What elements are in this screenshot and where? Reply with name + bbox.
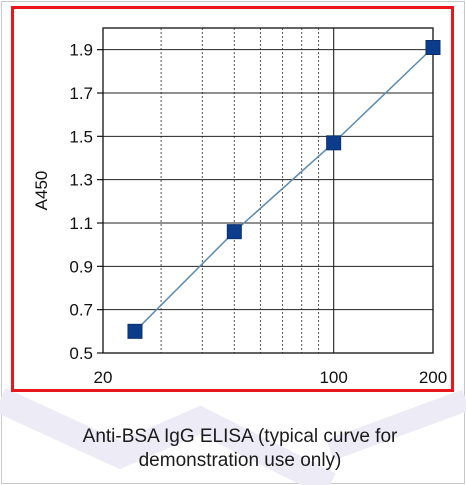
y-axis-label: A450 — [32, 171, 51, 211]
plot-border — [102, 27, 434, 354]
x-tick-label: 200 — [419, 368, 447, 387]
data-point — [425, 40, 441, 55]
data-point — [326, 135, 342, 151]
fit-line — [134, 46, 434, 332]
y-tick-label: 1.7 — [69, 84, 93, 103]
plot-area — [103, 28, 433, 353]
y-tick-label: 1.1 — [69, 214, 93, 233]
y-tick-label: 1.5 — [69, 127, 93, 146]
caption-line-2: demonstration use only) — [138, 450, 342, 471]
data-point — [226, 224, 242, 240]
y-tick-label: 0.9 — [69, 257, 93, 276]
y-tick-label: 1.9 — [69, 41, 93, 60]
figure-caption: Anti-BSA IgG ELISA (typical curve for de… — [40, 425, 440, 473]
y-tick-label: 0.5 — [69, 344, 93, 363]
standard-curve-chart: 0.5 0.7 0.9 1.1 1.3 1.5 1.7 1.9 20 100 200 A450 — [32, 27, 447, 387]
x-tick-label: 20 — [94, 368, 113, 387]
y-tick-label: 1.3 — [69, 171, 93, 190]
x-tick-label: 100 — [319, 368, 347, 387]
data-point — [127, 323, 143, 339]
y-tick-label: 0.7 — [69, 301, 93, 320]
caption-line-1: Anti-BSA IgG ELISA (typical curve for — [82, 426, 398, 447]
